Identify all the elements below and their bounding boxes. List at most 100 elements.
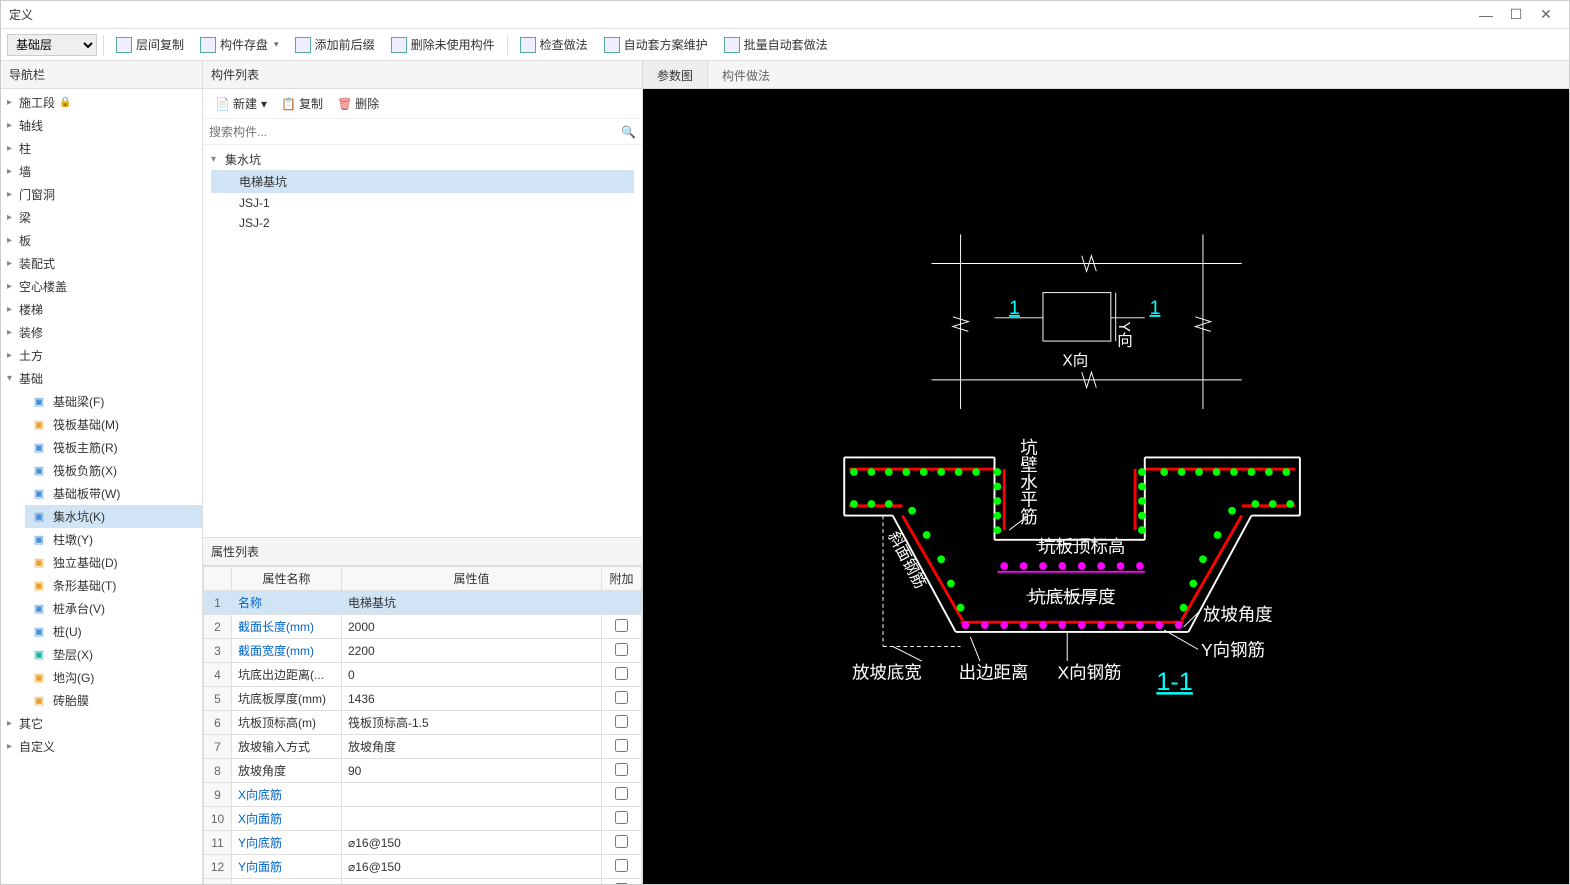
maximize-icon[interactable]: ☐ [1501,6,1531,23]
attach-checkbox[interactable] [615,859,628,872]
attach-checkbox[interactable] [615,739,628,752]
expand-icon[interactable]: ▸ [7,120,19,131]
attach-checkbox[interactable] [615,715,628,728]
add-prefix-suffix-button[interactable]: 添加前后缀 [289,33,381,56]
property-row[interactable]: 7 放坡输入方式 放坡角度 [204,735,642,759]
property-row[interactable]: 2 截面长度(mm) 2000 [204,615,642,639]
nav-subitem[interactable]: ▣基础板带(W) [25,482,202,505]
expand-icon[interactable]: ▸ [7,350,19,361]
expand-icon[interactable]: ▸ [7,718,19,729]
nav-item[interactable]: ▸其它 [1,712,202,735]
nav-item[interactable]: ▸门窗洞 [1,183,202,206]
tree-root[interactable]: ▾集水坑 [211,149,634,170]
property-row[interactable]: 6 坑板顶标高(m) 筏板顶标高-1.5 [204,711,642,735]
nav-subitem[interactable]: ▣筏板基础(M) [25,413,202,436]
property-row[interactable]: 11 Y向底筋 ⌀16@150 [204,831,642,855]
property-row[interactable]: 10 X向面筋 [204,807,642,831]
expand-icon[interactable]: ▸ [7,235,19,246]
property-value[interactable]: 90 [342,759,602,783]
nav-item[interactable]: ▸柱 [1,137,202,160]
nav-subitem[interactable]: ▣桩(U) [25,620,202,643]
attach-checkbox[interactable] [615,619,628,632]
nav-subitem[interactable]: ▣基础梁(F) [25,390,202,413]
attach-checkbox[interactable] [615,835,628,848]
property-row[interactable]: 4 坑底出边距离(... 0 [204,663,642,687]
attach-checkbox[interactable] [615,667,628,680]
expand-icon[interactable]: ▸ [7,741,19,752]
expand-icon[interactable]: ▸ [7,166,19,177]
component-item[interactable]: JSJ-2 [211,213,634,233]
attach-checkbox[interactable] [615,811,628,824]
batch-auto-button[interactable]: 批量自动套做法 [718,33,834,56]
delete-button[interactable]: 🗑删除 [331,92,385,115]
property-row[interactable]: 5 坑底板厚度(mm) 1436 [204,687,642,711]
new-button[interactable]: 📄新建▾ [209,92,273,115]
property-value[interactable]: ⌀16@150 [342,855,602,879]
property-row[interactable]: 13 坑壁水平筋 ⌀16@150 [204,879,642,885]
minimize-icon[interactable]: — [1471,7,1501,23]
expand-icon[interactable]: ▸ [7,97,19,108]
nav-subitem[interactable]: ▣独立基础(D) [25,551,202,574]
nav-subitem[interactable]: ▣砖胎膜 [25,689,202,712]
property-value[interactable]: 2200 [342,639,602,663]
tab-param-diagram[interactable]: 参数图 [643,61,708,88]
property-row[interactable]: 8 放坡角度 90 [204,759,642,783]
nav-item[interactable]: ▸装修 [1,321,202,344]
expand-icon[interactable]: ▸ [7,189,19,200]
nav-tree[interactable]: ▸施工段🔒▸轴线▸柱▸墙▸门窗洞▸梁▸板▸装配式▸空心楼盖▸楼梯▸装修▸土方▾基… [1,89,202,884]
property-value[interactable]: ⌀16@150 [342,879,602,885]
nav-item[interactable]: ▸梁 [1,206,202,229]
nav-subitem[interactable]: ▣桩承台(V) [25,597,202,620]
nav-item[interactable]: ▸板 [1,229,202,252]
property-value[interactable]: 2000 [342,615,602,639]
property-value[interactable]: 放坡角度 [342,735,602,759]
check-method-button[interactable]: 检查做法 [514,33,594,56]
property-value[interactable] [342,783,602,807]
nav-item[interactable]: ▸装配式 [1,252,202,275]
nav-subitem[interactable]: ▣筏板主筋(R) [25,436,202,459]
nav-item[interactable]: ▾基础 [1,367,202,390]
component-item[interactable]: 电梯基坑 [211,170,634,193]
nav-item[interactable]: ▸土方 [1,344,202,367]
property-value[interactable]: 1436 [342,687,602,711]
close-icon[interactable]: ✕ [1531,6,1561,23]
copy-button[interactable]: 📋复制 [275,92,329,115]
property-row[interactable]: 12 Y向面筋 ⌀16@150 [204,855,642,879]
nav-subitem[interactable]: ▣集水坑(K) [25,505,202,528]
component-item[interactable]: JSJ-1 [211,193,634,213]
attach-checkbox[interactable] [615,883,628,885]
search-icon[interactable]: 🔍 [621,125,636,139]
delete-unused-button[interactable]: 删除未使用构件 [385,33,501,56]
expand-icon[interactable]: ▾ [7,373,19,384]
expand-icon[interactable]: ▸ [7,327,19,338]
auto-plan-button[interactable]: 自动套方案维护 [598,33,714,56]
tab-component-method[interactable]: 构件做法 [708,61,784,88]
expand-icon[interactable]: ▸ [7,281,19,292]
nav-item[interactable]: ▸轴线 [1,114,202,137]
nav-item[interactable]: ▸楼梯 [1,298,202,321]
component-save-button[interactable]: 构件存盘▾ [194,33,285,56]
property-value[interactable] [342,807,602,831]
property-value[interactable]: 电梯基坑 [342,591,602,615]
property-row[interactable]: 1 名称 电梯基坑 [204,591,642,615]
collapse-icon[interactable]: ▾ [211,154,225,165]
nav-item[interactable]: ▸墙 [1,160,202,183]
component-tree[interactable]: ▾集水坑 电梯基坑JSJ-1JSJ-2 [203,145,642,537]
nav-subitem[interactable]: ▣条形基础(T) [25,574,202,597]
search-input[interactable] [209,125,621,139]
attach-checkbox[interactable] [615,691,628,704]
expand-icon[interactable]: ▸ [7,143,19,154]
nav-subitem[interactable]: ▣柱墩(Y) [25,528,202,551]
property-row[interactable]: 3 截面宽度(mm) 2200 [204,639,642,663]
expand-icon[interactable]: ▸ [7,258,19,269]
diagram-canvas[interactable]: Y向 X向 1 1 [643,89,1569,884]
floor-select[interactable]: 基础层 [7,34,97,56]
property-value[interactable]: 0 [342,663,602,687]
nav-subitem[interactable]: ▣筏板负筋(X) [25,459,202,482]
nav-subitem[interactable]: ▣地沟(G) [25,666,202,689]
nav-subitem[interactable]: ▣垫层(X) [25,643,202,666]
property-value[interactable]: ⌀16@150 [342,831,602,855]
attach-checkbox[interactable] [615,643,628,656]
nav-item[interactable]: ▸空心楼盖 [1,275,202,298]
nav-item[interactable]: ▸施工段🔒 [1,91,202,114]
